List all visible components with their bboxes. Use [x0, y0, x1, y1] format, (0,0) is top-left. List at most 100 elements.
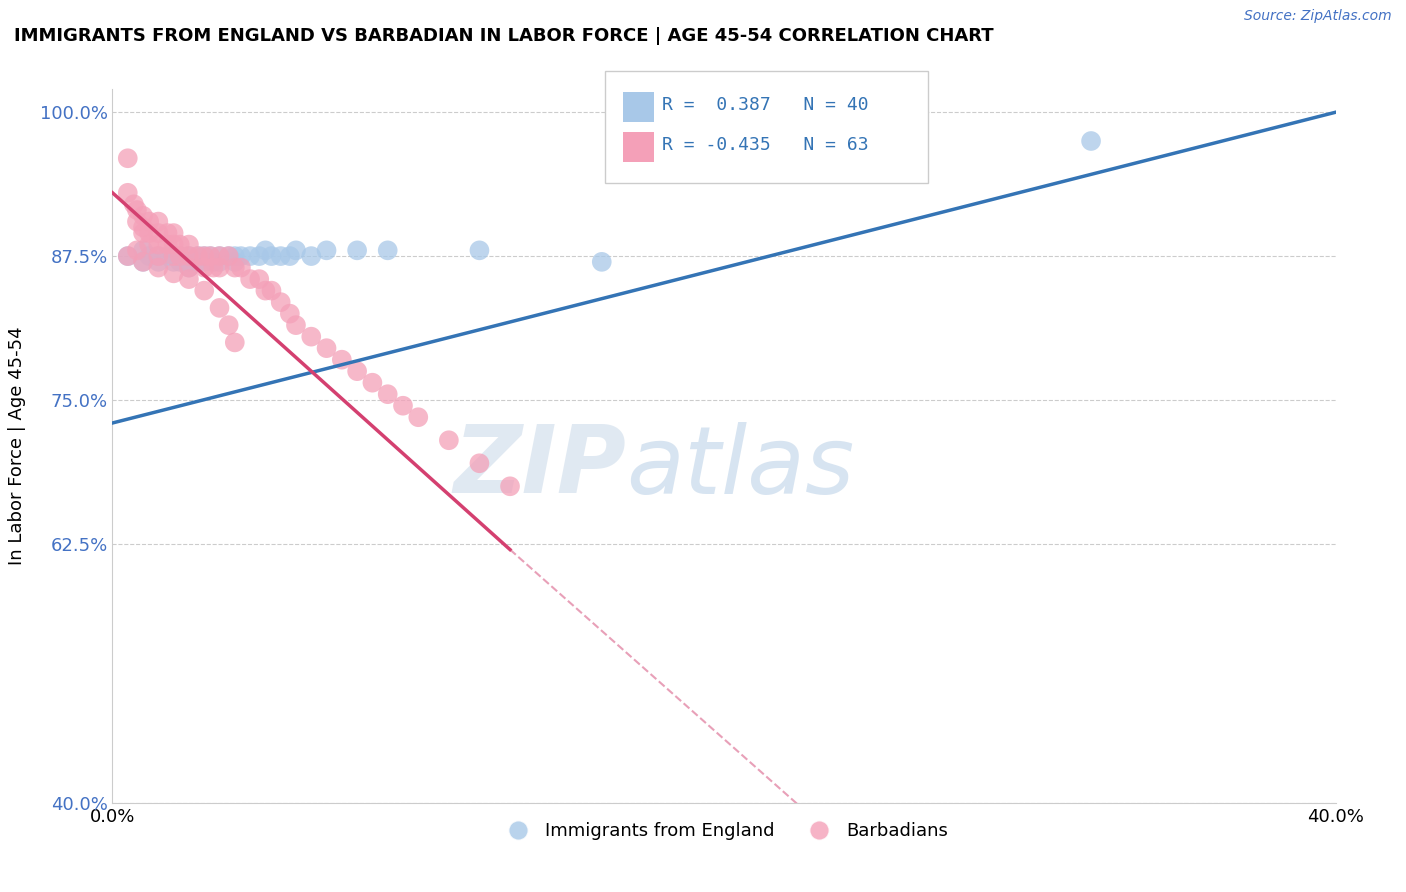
Point: [138, 226, 160, 240]
Point: [239, 249, 262, 263]
Point: [278, 249, 301, 263]
Point: [193, 260, 215, 275]
Point: [346, 244, 368, 258]
Point: [284, 318, 308, 333]
Point: [218, 249, 240, 263]
Point: [224, 335, 246, 350]
Point: [148, 249, 170, 263]
Point: [148, 260, 170, 275]
Point: [208, 301, 231, 315]
Point: [169, 249, 191, 263]
Point: [315, 244, 337, 258]
Point: [148, 214, 170, 228]
Point: [208, 249, 231, 263]
Text: IMMIGRANTS FROM ENGLAND VS BARBADIAN IN LABOR FORCE | AGE 45-54 CORRELATION CHAR: IMMIGRANTS FROM ENGLAND VS BARBADIAN IN …: [14, 27, 994, 45]
Point: [132, 255, 155, 269]
Point: [177, 249, 200, 263]
Point: [177, 272, 200, 286]
Point: [218, 318, 240, 333]
Point: [138, 249, 160, 263]
Point: [299, 329, 322, 343]
Point: [377, 387, 399, 401]
Point: [437, 434, 460, 448]
Point: [193, 249, 215, 263]
Point: [169, 255, 191, 269]
Point: [361, 376, 384, 390]
Point: [117, 249, 139, 263]
Point: [163, 266, 186, 280]
Point: [377, 244, 399, 258]
Point: [156, 249, 179, 263]
Point: [260, 284, 283, 298]
Point: [239, 272, 262, 286]
Point: [169, 237, 191, 252]
Point: [132, 220, 155, 235]
Point: [117, 186, 139, 200]
Text: ZIP: ZIP: [453, 421, 626, 514]
Point: [163, 237, 186, 252]
Point: [330, 352, 353, 367]
Point: [148, 237, 170, 252]
Point: [117, 151, 139, 165]
Point: [177, 237, 200, 252]
Point: [177, 249, 200, 263]
Text: atlas: atlas: [626, 422, 855, 513]
Point: [163, 249, 186, 263]
Point: [299, 249, 322, 263]
Text: Source: ZipAtlas.com: Source: ZipAtlas.com: [1244, 9, 1392, 23]
Point: [132, 244, 155, 258]
Point: [177, 255, 200, 269]
Point: [1080, 134, 1102, 148]
Point: [193, 255, 215, 269]
Point: [208, 249, 231, 263]
Point: [224, 260, 246, 275]
Point: [202, 260, 225, 275]
Point: [218, 249, 240, 263]
Point: [202, 255, 225, 269]
Point: [254, 284, 277, 298]
Text: R =  0.387   N = 40: R = 0.387 N = 40: [662, 96, 869, 114]
Point: [148, 255, 170, 269]
Point: [224, 249, 246, 263]
Point: [468, 244, 491, 258]
Point: [148, 249, 170, 263]
Legend: Immigrants from England, Barbadians: Immigrants from England, Barbadians: [492, 815, 956, 847]
Point: [224, 255, 246, 269]
Point: [187, 255, 209, 269]
Point: [392, 399, 415, 413]
Point: [270, 249, 292, 263]
Point: [132, 255, 155, 269]
Point: [315, 341, 337, 355]
Point: [177, 260, 200, 275]
Point: [193, 249, 215, 263]
Point: [229, 260, 252, 275]
Point: [247, 249, 270, 263]
Point: [138, 237, 160, 252]
Point: [208, 255, 231, 269]
Point: [177, 260, 200, 275]
Point: [156, 226, 179, 240]
Point: [163, 255, 186, 269]
Point: [499, 479, 522, 493]
Point: [122, 197, 145, 211]
Point: [200, 249, 222, 263]
Text: R = -0.435   N = 63: R = -0.435 N = 63: [662, 136, 869, 154]
Point: [138, 214, 160, 228]
Point: [187, 249, 209, 263]
Point: [148, 226, 170, 240]
Point: [229, 249, 252, 263]
Point: [408, 410, 430, 425]
Point: [163, 226, 186, 240]
Point: [169, 249, 191, 263]
Point: [278, 307, 301, 321]
Point: [260, 249, 283, 263]
Point: [132, 209, 155, 223]
Point: [284, 244, 308, 258]
Y-axis label: In Labor Force | Age 45-54: In Labor Force | Age 45-54: [7, 326, 25, 566]
Point: [125, 214, 148, 228]
Point: [163, 249, 186, 263]
Point: [270, 295, 292, 310]
Point: [125, 202, 148, 217]
Point: [247, 272, 270, 286]
Point: [208, 260, 231, 275]
